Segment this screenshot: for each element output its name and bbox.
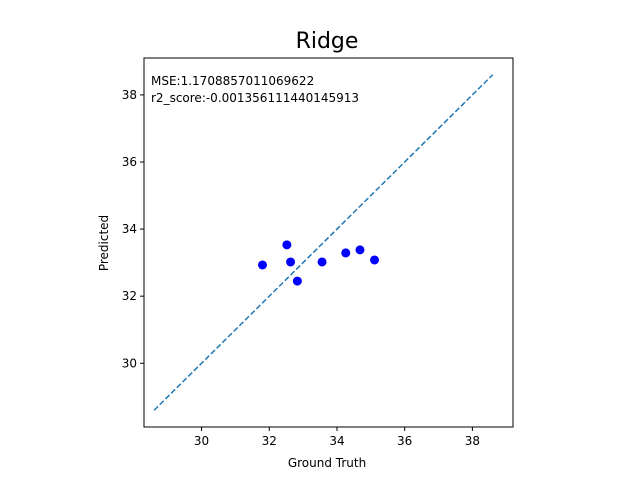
x-tick-label: 34 xyxy=(329,434,344,448)
y-tick-label: 32 xyxy=(122,289,137,303)
data-point xyxy=(355,245,365,255)
chart-title: Ridge xyxy=(296,29,359,54)
y-tick-label: 30 xyxy=(122,356,137,370)
y-tick-label: 34 xyxy=(122,222,137,236)
data-point xyxy=(370,255,380,265)
y-axis-label: Predicted xyxy=(97,215,111,271)
x-tick-label: 30 xyxy=(194,434,209,448)
data-point xyxy=(292,276,302,286)
x-tick-label: 32 xyxy=(262,434,277,448)
data-point xyxy=(257,260,267,270)
data-point xyxy=(282,240,292,250)
x-axis-ticks: 30 32 34 36 38 xyxy=(194,427,480,448)
r2-annotation: r2_score:-0.001356111440145913 xyxy=(151,91,359,105)
x-tick-label: 38 xyxy=(465,434,480,448)
y-tick-label: 36 xyxy=(122,155,137,169)
plot-frame xyxy=(143,57,514,428)
x-axis-label: Ground Truth xyxy=(288,456,366,470)
data-point xyxy=(317,257,327,267)
data-point xyxy=(286,257,296,267)
reference-line-layer xyxy=(153,74,494,411)
mse-annotation: MSE:1.1708857011069622 xyxy=(151,74,314,88)
points-layer xyxy=(257,240,380,286)
x-tick-label: 36 xyxy=(397,434,412,448)
data-point xyxy=(341,248,351,258)
reference-line xyxy=(153,74,494,411)
y-axis-ticks: 30 32 34 36 38 xyxy=(122,88,144,370)
y-tick-label: 38 xyxy=(122,88,137,102)
